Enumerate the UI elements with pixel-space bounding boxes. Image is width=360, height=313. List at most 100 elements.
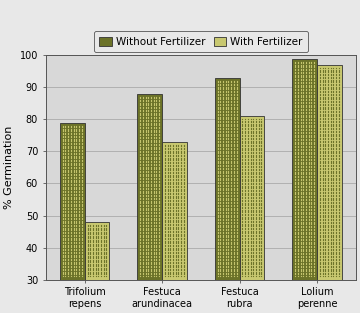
Point <box>295 106 301 111</box>
Point <box>320 97 325 102</box>
Point <box>328 73 334 78</box>
Point <box>292 182 298 187</box>
Point <box>292 256 298 261</box>
Point <box>220 265 226 270</box>
Point <box>68 160 74 165</box>
Point <box>68 238 74 243</box>
Point <box>250 170 256 175</box>
Point <box>258 139 264 144</box>
Point <box>148 123 154 128</box>
Point <box>140 160 146 165</box>
Point <box>71 164 76 169</box>
Point <box>298 82 303 87</box>
Point <box>176 235 181 240</box>
Point <box>320 74 325 79</box>
Point <box>256 158 261 163</box>
Point <box>90 265 96 270</box>
Point <box>311 159 317 164</box>
Point <box>153 116 159 121</box>
Point <box>311 108 317 113</box>
Point <box>73 236 79 241</box>
Point <box>220 201 226 206</box>
Point <box>181 183 187 188</box>
Point <box>140 233 146 239</box>
Point <box>330 213 336 218</box>
Point <box>250 122 256 127</box>
Point <box>311 82 317 87</box>
Point <box>223 221 229 226</box>
Point <box>253 138 259 143</box>
Point <box>76 270 82 275</box>
Point <box>330 212 336 217</box>
Point <box>76 273 82 278</box>
Point <box>162 237 168 242</box>
Point <box>217 101 223 106</box>
Point <box>228 265 234 270</box>
Point <box>250 258 256 263</box>
Point <box>178 206 184 211</box>
Point <box>320 236 325 241</box>
Point <box>234 229 239 234</box>
Point <box>217 142 223 147</box>
Point <box>170 213 176 218</box>
Point <box>138 214 143 219</box>
Point <box>145 141 151 146</box>
Point <box>68 235 74 240</box>
Point <box>333 95 339 100</box>
Point <box>145 259 151 264</box>
Point <box>68 218 74 223</box>
Point <box>178 214 184 219</box>
Point <box>145 195 151 200</box>
Point <box>309 146 314 151</box>
Point <box>325 108 331 113</box>
Point <box>328 222 334 227</box>
Point <box>320 100 325 105</box>
Point <box>242 214 248 219</box>
Point <box>104 256 109 261</box>
Point <box>317 248 323 253</box>
Point <box>306 253 311 258</box>
Point <box>328 108 334 113</box>
Point <box>138 235 143 240</box>
Point <box>300 149 306 154</box>
Point <box>71 194 76 199</box>
Point <box>60 174 66 179</box>
Point <box>258 241 264 246</box>
Point <box>215 174 221 179</box>
Point <box>226 134 231 139</box>
Point <box>330 161 336 166</box>
Point <box>220 158 226 163</box>
Point <box>167 183 173 188</box>
Point <box>231 117 237 122</box>
Point <box>140 105 146 110</box>
Point <box>68 210 74 215</box>
Point <box>153 190 159 195</box>
Point <box>295 146 301 151</box>
Point <box>330 160 336 165</box>
Point <box>138 107 143 112</box>
Point <box>151 244 157 249</box>
Point <box>328 150 334 155</box>
Point <box>292 179 298 184</box>
Point <box>311 95 317 100</box>
Point <box>87 263 93 268</box>
Point <box>181 158 187 163</box>
Point <box>143 174 149 179</box>
Point <box>104 223 109 228</box>
Point <box>63 126 68 131</box>
Point <box>101 253 107 258</box>
Bar <box>60 123 85 280</box>
Point <box>333 142 339 147</box>
Point <box>333 233 339 239</box>
Point <box>325 260 331 265</box>
Point <box>333 269 339 274</box>
Point <box>220 195 226 200</box>
Point <box>333 168 339 173</box>
Point <box>242 229 248 234</box>
Point <box>336 98 342 103</box>
Point <box>300 223 306 228</box>
Point <box>145 160 151 165</box>
Point <box>323 175 328 180</box>
Point <box>181 262 187 267</box>
Point <box>162 196 168 201</box>
